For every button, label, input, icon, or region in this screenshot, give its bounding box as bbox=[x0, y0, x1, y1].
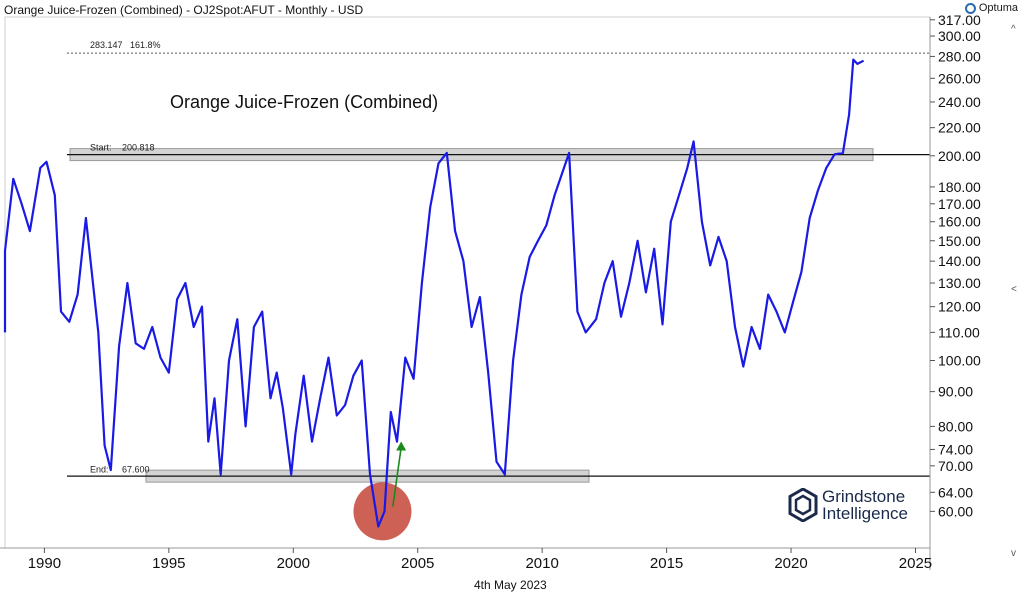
chart-title: Orange Juice-Frozen (Combined) bbox=[170, 92, 439, 112]
start-level-value: 200.818 bbox=[122, 143, 155, 153]
scroll-down-button[interactable]: v bbox=[1011, 548, 1016, 559]
y-tick-label: 317.00 bbox=[938, 12, 981, 28]
chart-header: Orange Juice-Frozen (Combined) - OJ2Spot… bbox=[4, 3, 364, 17]
trend-arrow-shaft bbox=[392, 447, 402, 507]
x-tick-label: 2005 bbox=[401, 555, 434, 572]
start-level-label: Start: bbox=[90, 143, 112, 153]
optuma-brand: Optuma bbox=[964, 2, 1018, 14]
extension-ratio: 161.8% bbox=[130, 40, 161, 50]
collapse-axis-button[interactable]: < bbox=[1011, 284, 1017, 295]
extension-value: 283.147 bbox=[90, 40, 123, 50]
x-tick-label: 2000 bbox=[277, 555, 310, 572]
y-tick-label: 100.00 bbox=[938, 353, 981, 369]
x-tick-label: 2010 bbox=[525, 555, 558, 572]
trend-arrow-head bbox=[396, 441, 407, 451]
logo-line-1: Grindstone bbox=[822, 487, 906, 506]
y-tick-label: 280.00 bbox=[938, 48, 981, 64]
end-level-value: 67.600 bbox=[122, 465, 150, 475]
logo-line-2: Intelligence bbox=[822, 504, 909, 523]
y-tick-label: 180.00 bbox=[938, 179, 981, 195]
x-tick-label: 1995 bbox=[152, 555, 185, 572]
y-tick-label: 240.00 bbox=[938, 94, 981, 110]
y-tick-label: 74.00 bbox=[938, 441, 973, 457]
y-tick-label: 140.00 bbox=[938, 253, 981, 269]
y-tick-label: 160.00 bbox=[938, 214, 981, 230]
optuma-brand-label: Optuma bbox=[978, 2, 1018, 14]
optuma-logo-icon bbox=[964, 2, 976, 14]
y-tick-label: 110.00 bbox=[938, 324, 980, 340]
footer-date: 4th May 2023 bbox=[474, 578, 547, 592]
highlight-circle bbox=[353, 482, 412, 541]
scroll-up-button[interactable]: ^ bbox=[1011, 24, 1016, 35]
y-tick-label: 170.00 bbox=[938, 196, 981, 212]
y-tick-label: 70.00 bbox=[938, 458, 973, 474]
y-tick-label: 64.00 bbox=[938, 484, 973, 500]
y-tick-label: 90.00 bbox=[938, 384, 973, 400]
y-tick-label: 130.00 bbox=[938, 275, 981, 291]
y-tick-label: 60.00 bbox=[938, 503, 973, 519]
y-tick-label: 260.00 bbox=[938, 70, 981, 86]
x-tick-label: 2025 bbox=[899, 555, 932, 572]
x-tick-label: 2015 bbox=[650, 555, 683, 572]
y-tick-label: 220.00 bbox=[938, 120, 981, 136]
price-series-line bbox=[3, 58, 865, 528]
y-tick-label: 120.00 bbox=[938, 299, 981, 315]
y-tick-label: 80.00 bbox=[938, 418, 973, 434]
y-tick-label: 300.00 bbox=[938, 28, 981, 44]
end-level-label: End: bbox=[90, 465, 109, 475]
y-tick-label: 200.00 bbox=[938, 148, 981, 164]
x-tick-label: 2020 bbox=[774, 555, 807, 572]
y-tick-label: 150.00 bbox=[938, 233, 981, 249]
grindstone-hexagon-icon bbox=[788, 488, 818, 522]
grindstone-logo: Grindstone Intelligence bbox=[788, 488, 908, 522]
x-tick-label: 1990 bbox=[28, 555, 61, 572]
